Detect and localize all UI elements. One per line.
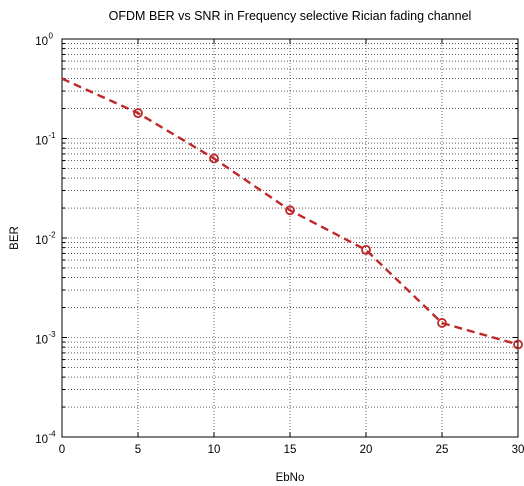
series-group xyxy=(61,77,523,350)
y-axis-label: BER xyxy=(9,226,21,250)
x-tick-label: 20 xyxy=(360,444,373,456)
x-tick-label: 15 xyxy=(284,444,297,456)
y-tick-base: 10 xyxy=(35,36,48,48)
x-tick-label: 5 xyxy=(135,444,141,456)
x-axis-label: EbNo xyxy=(276,472,305,484)
y-tick-exponent: -4 xyxy=(49,430,57,439)
ber-data-point xyxy=(361,244,371,255)
ber-data-point xyxy=(133,108,143,119)
y-tick-label: 10 -3 xyxy=(35,330,56,347)
x-tick-labels: 0 5 10 15 20 25 30 xyxy=(59,444,524,456)
y-tick-base: 10 xyxy=(35,434,48,446)
y-tick-label: 10 -4 xyxy=(35,430,56,447)
x-tick-label: 10 xyxy=(208,444,221,456)
y-tick-exponent: -1 xyxy=(49,131,57,140)
x-tick-label: 30 xyxy=(512,444,524,456)
ber-data-point xyxy=(209,153,219,164)
chart-title: OFDM BER vs SNR in Frequency selective R… xyxy=(109,9,472,23)
plot-frame xyxy=(61,38,519,438)
ber-data-point xyxy=(513,339,523,350)
x-tick-label: 25 xyxy=(436,444,449,456)
ber-data-point xyxy=(285,205,295,216)
y-tick-label: 10 -1 xyxy=(35,131,56,148)
y-tick-exponent: -3 xyxy=(49,330,57,339)
y-tick-exponent: -2 xyxy=(49,231,57,240)
y-tick-label: 10 0 xyxy=(35,32,53,49)
y-tick-base: 10 xyxy=(35,235,48,247)
y-tick-base: 10 xyxy=(35,335,48,347)
ber-data-point xyxy=(437,318,447,328)
y-tick-label: 10 -2 xyxy=(35,231,56,248)
y-tick-exponent: 0 xyxy=(49,32,54,41)
ber-series-line xyxy=(61,77,519,346)
y-tick-base: 10 xyxy=(35,136,48,148)
x-tick-label: 0 xyxy=(59,444,65,456)
